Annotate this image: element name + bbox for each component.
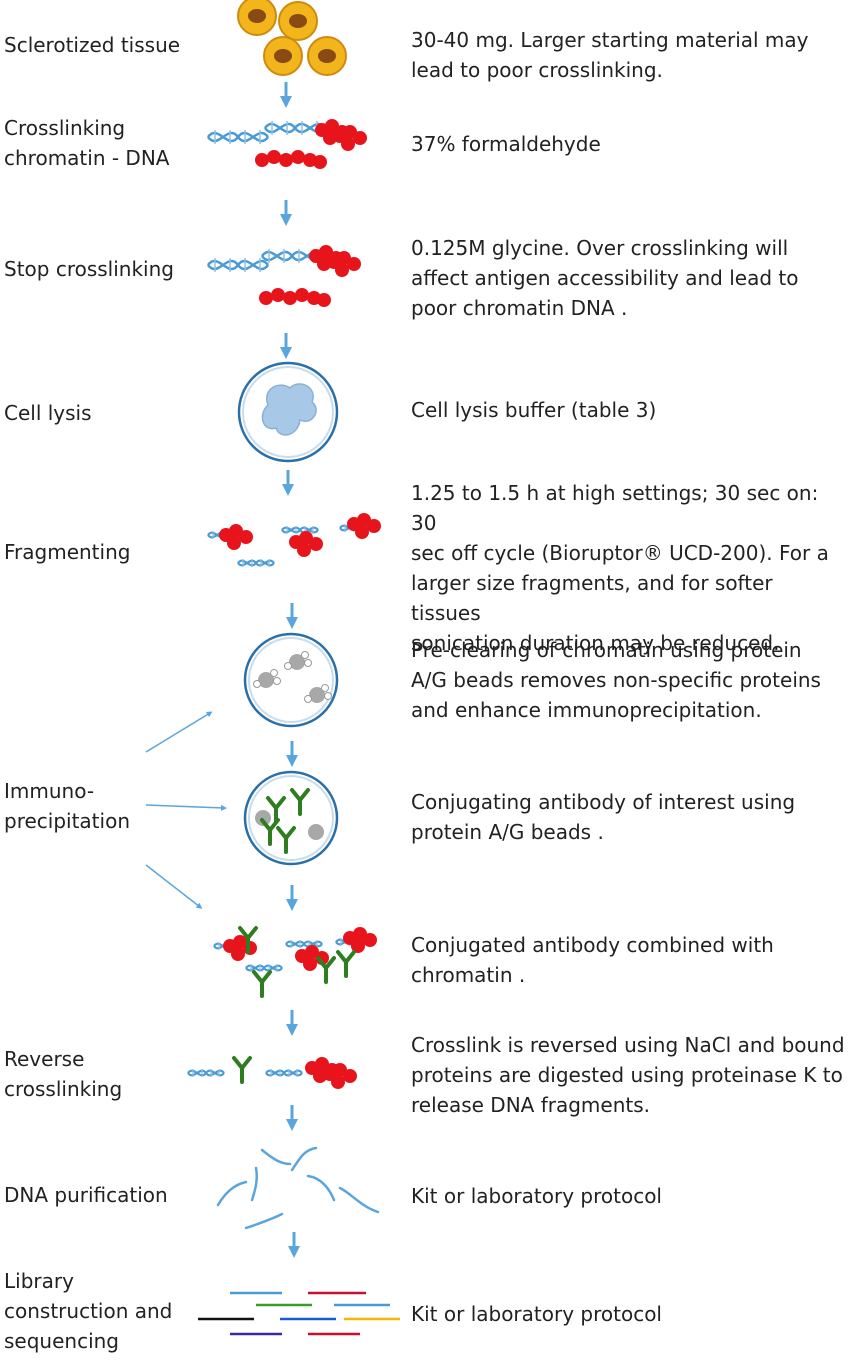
- step-label-crosslinking: Crosslinking chromatin - DNA: [4, 116, 170, 170]
- immunoprecipitation-arrows: [145, 711, 227, 909]
- step-label-fragmenting: Fragmenting: [4, 540, 131, 564]
- antibody-chromatin-icon: [212, 926, 377, 998]
- step-label-reverse-crosslinking: Reverse crosslinking: [4, 1047, 123, 1101]
- dna-fragments-icon: [216, 1146, 380, 1230]
- step-label-immunoprecipitation: Immuno- precipitation: [4, 779, 130, 833]
- step-label-stop-crosslinking: Stop crosslinking: [4, 257, 174, 281]
- step-desc-library-construction: Kit or laboratory protocol: [411, 1302, 662, 1326]
- step-desc-fragmenting: 1.25 to 1.5 h at high settings; 30 sec o…: [411, 481, 829, 655]
- step-label-library-construction: Library construction and sequencing: [4, 1269, 173, 1353]
- step-label-cell-lysis: Cell lysis: [4, 401, 92, 425]
- reverse-crosslinking-icon: [186, 1056, 357, 1089]
- down-arrows: [280, 82, 300, 1258]
- step-desc-conjugated-antibody: Conjugated antibody combined with chroma…: [411, 933, 774, 987]
- stop-crosslinking-icon: [206, 245, 361, 307]
- step-desc-dna-purification: Kit or laboratory protocol: [411, 1184, 662, 1208]
- step-desc-sclerotized-tissue: 30-40 mg. Larger starting material may l…: [411, 28, 809, 82]
- step-desc-crosslinking: 37% formaldehyde: [411, 132, 601, 156]
- step-desc-pre-clearing: Pre-clearing of chromatin using protein …: [411, 638, 821, 722]
- pre-clearing-icon: [243, 632, 339, 728]
- antibody-conjugation-icon: [243, 770, 339, 866]
- tissue-icon: [237, 0, 347, 76]
- crosslinked-chromatin-icon: [206, 119, 367, 169]
- step-desc-reverse-crosslinking: Crosslink is reversed using NaCl and bou…: [411, 1033, 845, 1117]
- fragments-icon: [206, 513, 381, 569]
- library-lines-icon: [198, 1291, 400, 1336]
- step-label-sclerotized-tissue: Sclerotized tissue: [4, 33, 181, 57]
- step-desc-conjugating-antibody: Conjugating antibody of interest using p…: [411, 790, 796, 844]
- step-desc-stop-crosslinking: 0.125M glycine. Over crosslinking will a…: [411, 236, 799, 320]
- step-desc-cell-lysis: Cell lysis buffer (table 3): [411, 398, 657, 422]
- cell-icon: [237, 361, 339, 463]
- step-label-dna-purification: DNA purification: [4, 1183, 168, 1207]
